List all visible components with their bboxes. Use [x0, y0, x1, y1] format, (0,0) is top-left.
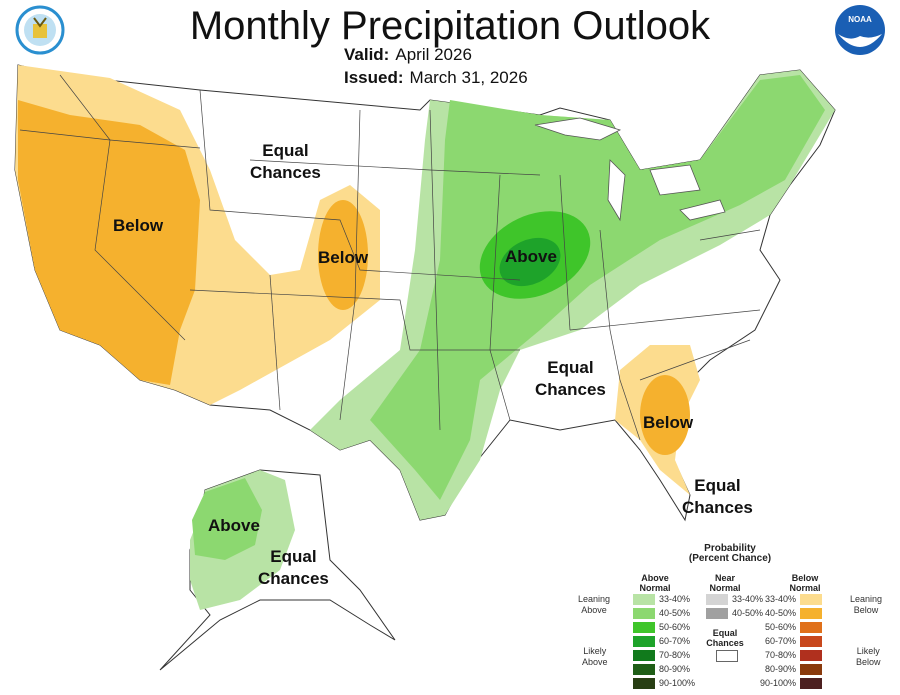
legend-swatch-above-2 [633, 622, 655, 633]
legend-range-below-0: 33-40% [764, 594, 796, 604]
legend-title: Probability (Percent Chance) [688, 543, 772, 564]
state-borders [19, 74, 761, 441]
legend-swatch-near-0 [706, 594, 728, 605]
label-equal-chances-nw: Equal Chances [250, 141, 321, 182]
label-below-southeast: Below [643, 413, 694, 432]
legend-range-below-5: 80-90% [764, 664, 796, 674]
legend-swatch-above-6 [633, 678, 655, 689]
legend-swatch-near-1 [706, 608, 728, 619]
commerce-seal-logo [15, 5, 65, 55]
legend-below-header: Below Normal [789, 573, 821, 593]
legend-range-below-3: 60-70% [764, 636, 796, 646]
legend-swatch-below-4 [800, 650, 822, 661]
legend-equal-chances: Equal Chances [706, 628, 744, 648]
legend-range-below-4: 70-80% [764, 650, 796, 660]
legend-swatch-above-0 [633, 594, 655, 605]
label-above-midwest: Above [505, 247, 557, 266]
legend-range-above-5: 80-90% [659, 664, 691, 674]
legend-range-below-2: 50-60% [764, 622, 796, 632]
region-above-alaska [192, 478, 262, 560]
valid-label: Valid: [344, 45, 390, 64]
legend-swatch-below-5 [800, 664, 822, 675]
legend-above-header: Above Normal [639, 573, 671, 593]
valid-value: April 2026 [395, 45, 472, 64]
legend-range-above-4: 70-80% [659, 650, 691, 660]
label-below-colorado: Below [318, 248, 369, 267]
legend-swatch-below-3 [800, 636, 822, 647]
legend-range-near-1: 40-50% [732, 608, 764, 618]
issued-value: March 31, 2026 [409, 68, 528, 87]
legend-leaning-above: Leaning Above [578, 594, 611, 615]
page-title: Monthly Precipitation Outlook [189, 4, 711, 48]
region-below-west [18, 100, 200, 385]
legend-swatch-above-1 [633, 608, 655, 619]
legend-swatch-below-2 [800, 622, 822, 633]
region-above-60-70 [499, 237, 561, 287]
legend-likely-below: Likely Below [856, 646, 881, 667]
issued-label: Issued: [344, 68, 404, 87]
noaa-logo: NOAA [835, 5, 885, 55]
legend-swatch-above-3 [633, 636, 655, 647]
legend-range-above-6: 90-100% [659, 678, 696, 688]
legend-range-above-2: 50-60% [659, 622, 691, 632]
legend-range-near-0: 33-40% [732, 594, 764, 604]
legend-equal-chances-swatch [716, 650, 738, 662]
valid-line: Valid: April 2026 [344, 45, 472, 65]
label-above-alaska: Above [208, 516, 260, 535]
legend-range-above-0: 33-40% [659, 594, 691, 604]
issued-line: Issued: March 31, 2026 [344, 68, 528, 88]
legend-swatch-below-1 [800, 608, 822, 619]
label-equal-chances-alaska: Equal Chances [258, 547, 329, 588]
label-below-west: Below [113, 216, 164, 235]
legend-swatch-above-5 [633, 664, 655, 675]
noaa-logo-text: NOAA [848, 15, 872, 24]
great-lakes [534, 117, 726, 222]
region-below-southeast [640, 375, 690, 455]
legend-range-above-1: 40-50% [659, 608, 691, 618]
legend-range-above-3: 60-70% [659, 636, 691, 646]
region-above-central [370, 75, 825, 500]
legend-swatch-below-0 [800, 594, 822, 605]
label-equal-chances-se: Equal Chances [535, 358, 606, 399]
legend-range-below-6: 90-100% [759, 678, 796, 688]
legend-likely-above: Likely Above [582, 646, 608, 667]
legend-range-below-1: 40-50% [764, 608, 796, 618]
legend-swatch-below-6 [800, 678, 822, 689]
legend-swatch-above-4 [633, 650, 655, 661]
legend-leaning-below: Leaning Below [850, 594, 883, 615]
label-equal-chances-fl: Equal Chances [682, 476, 753, 517]
legend-near-header: Near Normal [709, 573, 741, 593]
